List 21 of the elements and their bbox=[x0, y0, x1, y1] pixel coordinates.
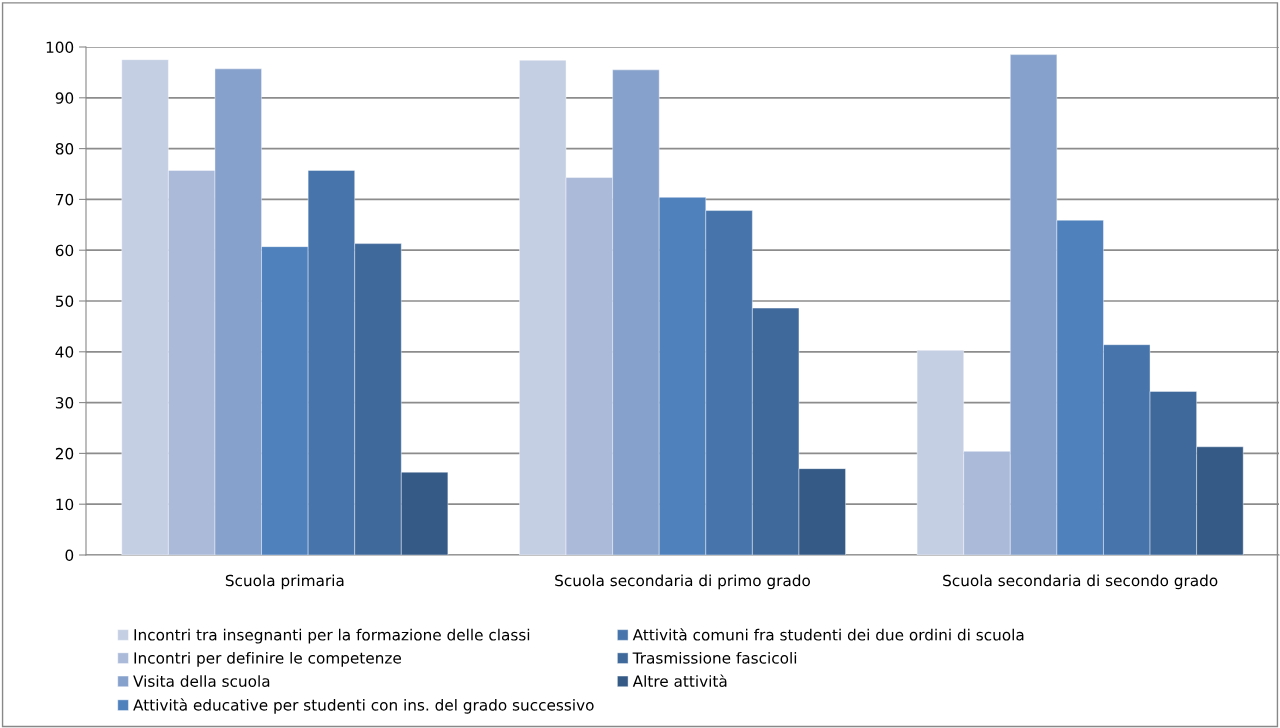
y-tick-label: 40 bbox=[55, 346, 74, 358]
y-tick-label: 30 bbox=[55, 397, 74, 409]
y-tick-label: 60 bbox=[55, 244, 74, 257]
y-tick-label: 0 bbox=[65, 549, 74, 562]
y-tick-label: 80 bbox=[55, 143, 74, 155]
y-tick-label: 70 bbox=[56, 193, 74, 206]
legend-label: Visita della scuola bbox=[133, 675, 270, 687]
x-tick-label: Scuola secondaria di secondo grado bbox=[943, 574, 1218, 590]
x-tick-label: Scuola primaria bbox=[225, 574, 344, 590]
x-tick-label: Scuola secondaria di primo grado bbox=[555, 574, 810, 590]
y-tick-label: 20 bbox=[55, 447, 74, 460]
legend-label: Incontri per definire le competenze bbox=[134, 651, 401, 667]
legend-label: Trasmissione fascicoli bbox=[632, 651, 797, 664]
y-tick-label: 50 bbox=[55, 295, 74, 308]
legend-label: Incontri tra insegnanti per la formazione delle classi bbox=[134, 628, 530, 644]
y-tick-label: 10 bbox=[56, 498, 74, 511]
y-tick-label: 90 bbox=[55, 92, 74, 104]
legend-label: Attività comuni fra studenti dei due ordini di scuola bbox=[632, 628, 1024, 641]
y-tick-label: 100 bbox=[46, 41, 74, 54]
legend-label: Attività educative per studenti con ins. del grado successivo bbox=[133, 698, 594, 714]
legend-label: Altre attività bbox=[632, 674, 727, 687]
